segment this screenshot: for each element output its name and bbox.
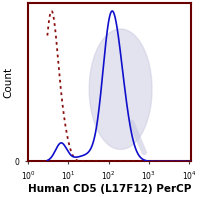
Polygon shape [89, 29, 152, 149]
Y-axis label: Count: Count [3, 67, 13, 98]
X-axis label: Human CD5 (L17F12) PerCP: Human CD5 (L17F12) PerCP [28, 184, 191, 193]
